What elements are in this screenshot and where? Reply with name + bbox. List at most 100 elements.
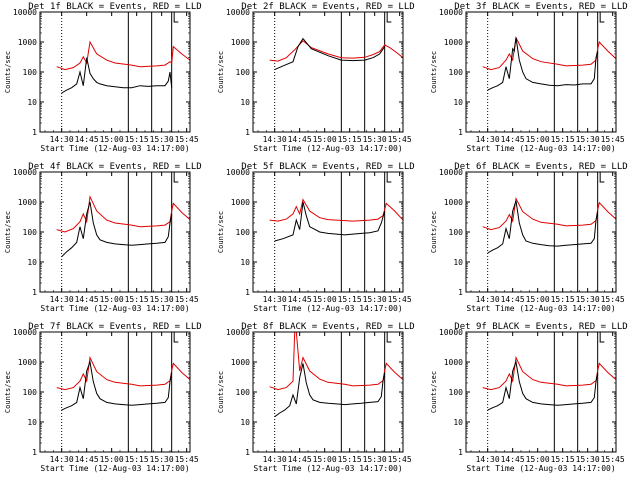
x-tick-label: 15:30 xyxy=(150,135,174,144)
y-axis-label: Counts/sec xyxy=(430,51,438,93)
lld-series-line xyxy=(56,355,191,391)
y-tick-label: 1000 xyxy=(18,358,37,367)
y-tick-label: 1 xyxy=(458,448,463,457)
x-tick-label: 15:00 xyxy=(313,135,337,144)
y-tick-label: 1 xyxy=(32,448,37,457)
x-tick-label: 15:45 xyxy=(601,135,625,144)
marker-bracket xyxy=(173,172,179,183)
events-series-line xyxy=(487,37,599,91)
y-tick-label: 10000 xyxy=(13,8,37,17)
y-tick-label: 100 xyxy=(23,68,38,77)
x-tick-label: 15:15 xyxy=(551,295,575,304)
x-tick-label: 15:15 xyxy=(338,295,362,304)
y-axis-label: Counts/sec xyxy=(430,371,438,413)
events-series-line xyxy=(274,363,386,418)
y-tick-label: 100 xyxy=(23,388,38,397)
marker-bracket xyxy=(386,172,392,183)
x-axis-label: Start Time (12-Aug-03 14:17:00) xyxy=(466,144,615,153)
x-tick-label: 15:30 xyxy=(576,135,600,144)
x-tick-label: 15:30 xyxy=(150,455,174,464)
plot-frame xyxy=(252,11,404,133)
y-tick-label: 1 xyxy=(32,128,37,137)
y-tick-label: 1000 xyxy=(18,38,37,47)
x-tick-label: 15:00 xyxy=(313,295,337,304)
panel-title: Det 7f BLACK = Events, RED = LLD xyxy=(28,322,201,332)
x-axis-label: Start Time (12-Aug-03 14:17:00) xyxy=(40,464,189,473)
y-tick-label: 100 xyxy=(236,68,251,77)
marker-bracket xyxy=(386,332,392,343)
panel-det-9f: Det 9f BLACK = Events, RED = LLD Counts/s… xyxy=(430,322,628,473)
x-tick-label: 15:45 xyxy=(388,295,412,304)
x-axis-label: Start Time (12-Aug-03 14:17:00) xyxy=(253,304,402,313)
marker-bracket xyxy=(173,332,179,343)
y-tick-label: 10000 xyxy=(439,8,463,17)
panel-title: Det 5f BLACK = Events, RED = LLD xyxy=(241,162,414,172)
y-tick-label: 100 xyxy=(23,228,38,237)
x-tick-label: 15:45 xyxy=(388,135,412,144)
x-tick-label: 14:45 xyxy=(501,295,525,304)
plot-frame xyxy=(252,171,404,293)
x-tick-label: 14:45 xyxy=(75,295,99,304)
y-tick-label: 1 xyxy=(458,128,463,137)
y-tick-label: 100 xyxy=(449,228,464,237)
x-tick-label: 14:45 xyxy=(501,455,525,464)
y-axis-label: Counts/sec xyxy=(217,211,225,253)
x-tick-label: 14:45 xyxy=(75,455,99,464)
lld-series-line xyxy=(269,40,404,62)
plot-frame xyxy=(39,331,191,453)
y-axis-label: Counts/sec xyxy=(4,51,12,93)
x-tick-label: 14:30 xyxy=(263,135,287,144)
marker-bracket xyxy=(599,332,605,343)
panel-det-3f: Det 3f BLACK = Events, RED = LLD Counts/s… xyxy=(430,2,628,153)
panel-title: Det 8f BLACK = Events, RED = LLD xyxy=(241,322,414,332)
lld-series-line xyxy=(482,196,617,231)
y-axis-label: Counts/sec xyxy=(217,51,225,93)
marker-bracket xyxy=(599,12,605,23)
y-tick-label: 1 xyxy=(245,288,250,297)
y-tick-label: 10 xyxy=(453,418,463,427)
x-tick-label: 15:00 xyxy=(100,295,124,304)
y-axis-label: Counts/sec xyxy=(430,211,438,253)
events-series-line xyxy=(487,360,599,411)
plot-frame xyxy=(39,171,191,293)
panel-title: Det 9f BLACK = Events, RED = LLD xyxy=(454,322,627,332)
marker-bracket xyxy=(386,12,392,23)
y-tick-label: 1000 xyxy=(18,198,37,207)
lld-series-line xyxy=(482,355,617,391)
y-tick-label: 1 xyxy=(458,288,463,297)
marker-bracket xyxy=(173,12,179,23)
events-series-line xyxy=(274,37,386,71)
plot-frame xyxy=(252,331,404,453)
panel-title: Det 4f BLACK = Events, RED = LLD xyxy=(28,162,201,172)
x-tick-label: 15:15 xyxy=(125,135,149,144)
x-tick-label: 15:45 xyxy=(388,455,412,464)
plot-frame xyxy=(465,11,617,133)
panel-title: Det 1f BLACK = Events, RED = LLD xyxy=(28,2,201,12)
y-tick-label: 10000 xyxy=(226,8,250,17)
panel-det-4f: Det 4f BLACK = Events, RED = LLD Counts/s… xyxy=(4,162,202,313)
plot-frame xyxy=(39,11,191,133)
y-tick-label: 1000 xyxy=(444,198,463,207)
lld-series-line xyxy=(269,331,404,391)
lld-series-line xyxy=(56,194,191,233)
x-tick-label: 15:30 xyxy=(150,295,174,304)
x-axis-label: Start Time (12-Aug-03 14:17:00) xyxy=(466,464,615,473)
x-tick-label: 15:00 xyxy=(100,135,124,144)
panel-det-5f: Det 5f BLACK = Events, RED = LLD Counts/s… xyxy=(217,162,415,313)
events-series-line xyxy=(61,360,173,411)
x-tick-label: 15:00 xyxy=(526,135,550,144)
y-tick-label: 1 xyxy=(245,448,250,457)
x-axis-label: Start Time (12-Aug-03 14:17:00) xyxy=(253,464,402,473)
y-tick-label: 10 xyxy=(453,258,463,267)
x-tick-label: 15:15 xyxy=(551,135,575,144)
panel-det-2f: Det 2f BLACK = Events, RED = LLD Counts/s… xyxy=(217,2,415,153)
x-tick-label: 15:45 xyxy=(601,295,625,304)
y-tick-label: 10000 xyxy=(439,328,463,337)
x-tick-label: 14:30 xyxy=(263,455,287,464)
y-tick-label: 10 xyxy=(240,418,250,427)
panel-det-7f: Det 7f BLACK = Events, RED = LLD Counts/s… xyxy=(4,322,202,473)
plot-frame xyxy=(465,171,617,293)
y-tick-label: 100 xyxy=(449,68,464,77)
x-tick-label: 15:15 xyxy=(338,135,362,144)
